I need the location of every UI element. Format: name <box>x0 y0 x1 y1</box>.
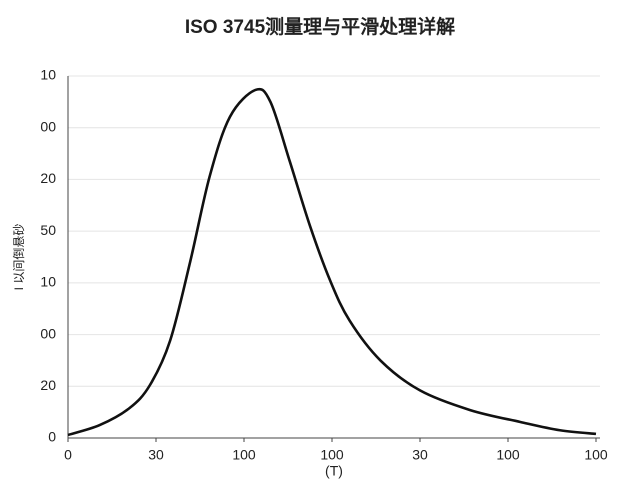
x-tick-label: 30 <box>412 447 428 463</box>
x-tick-label: 100 <box>320 447 344 463</box>
y-tick-label: 20 <box>40 377 56 393</box>
x-axis-label: (T) <box>325 463 343 479</box>
x-tick-label: 100 <box>232 447 256 463</box>
y-tick-label: 10 <box>40 274 56 290</box>
y-tick-label: 10 <box>40 67 56 83</box>
y-axis-label: I 以间倒悬砂 <box>12 224 26 291</box>
y-tick-label: 00 <box>40 118 56 134</box>
y-tick-label: 50 <box>40 222 56 238</box>
x-tick-label: 30 <box>148 447 164 463</box>
line-series <box>67 87 597 437</box>
y-tick-label: 0 <box>48 429 56 445</box>
x-tick-label: 100 <box>496 447 520 463</box>
x-tick-label: 0 <box>64 447 72 463</box>
y-tick-label: 20 <box>40 170 56 186</box>
chart-title: ISO 3745测量理与平滑处理详解 <box>185 15 455 38</box>
y-tick-label: 00 <box>40 325 56 341</box>
x-tick-label: 100 <box>584 447 608 463</box>
